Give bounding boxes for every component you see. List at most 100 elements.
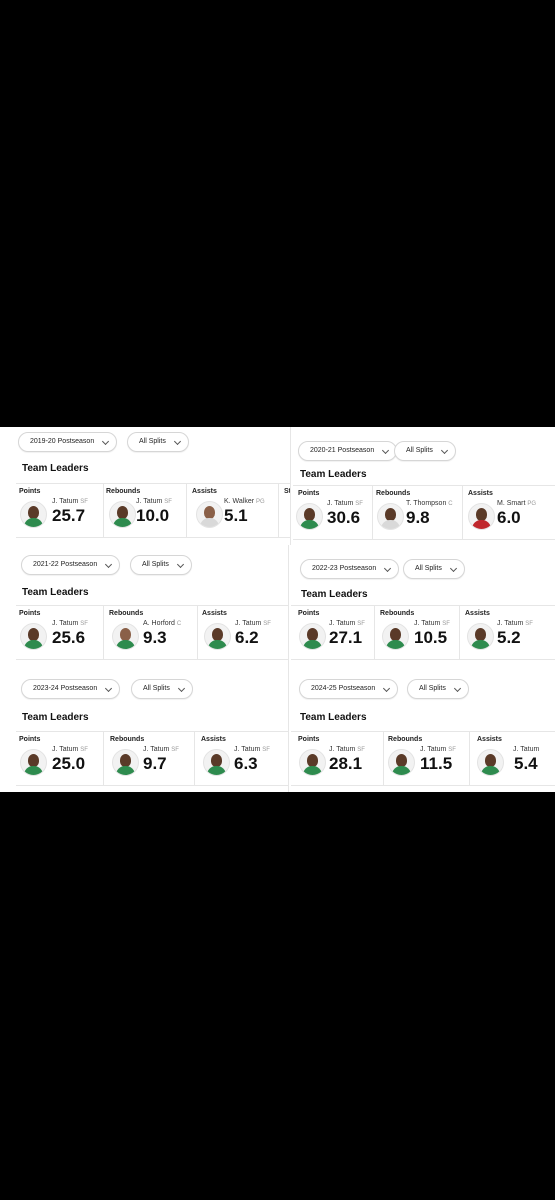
splits-label: All Splits — [415, 565, 442, 572]
player-name: J. Tatum SF — [329, 620, 365, 627]
category-label: Rebounds — [380, 610, 415, 617]
category-label: Rebounds — [109, 610, 144, 617]
category-label: Assists — [201, 736, 226, 743]
player-name: J. Tatum SF — [329, 746, 365, 753]
season-label: 2019-20 Postseason — [30, 438, 95, 445]
leader-rebounds[interactable]: Rebounds T. Thompson C 9.8 — [372, 486, 463, 539]
stat-value: 30.6 — [327, 508, 361, 527]
category-label: Rebounds — [110, 736, 145, 743]
leaders-row: Points J. Tatum SF 28.1 Rebounds J. Tatu… — [291, 731, 555, 786]
panel-2024-25: 2024-25 Postseason All Splits Team Leade… — [288, 665, 555, 792]
stat-value: 10.5 — [414, 628, 448, 647]
leader-assists[interactable]: Assists J. Tatum 5.4 — [469, 732, 555, 785]
leader-extra[interactable]: St — [278, 484, 290, 537]
season-dropdown[interactable]: 2021-22 Postseason — [21, 555, 121, 575]
player-name: J. Tatum SF — [420, 746, 456, 753]
chevron-down-icon — [176, 560, 184, 569]
player-name: M. Smart PG — [497, 500, 537, 507]
leader-points[interactable]: Points J. Tatum SF 28.1 — [291, 732, 384, 785]
section-title: Team Leaders — [22, 712, 89, 723]
player-avatar — [382, 623, 409, 650]
splits-label: All Splits — [139, 438, 166, 445]
splits-label: All Splits — [406, 447, 433, 454]
player-avatar — [388, 749, 415, 776]
splits-dropdown[interactable]: All Splits — [403, 559, 465, 579]
player-avatar — [477, 749, 504, 776]
stat-value: 25.7 — [52, 506, 86, 525]
stat-value: 5.2 — [497, 628, 521, 647]
season-dropdown[interactable]: 2024-25 Postseason — [299, 679, 399, 699]
panel-2019-20: 2019-20 Postseason All Splits Team Leade… — [0, 427, 290, 545]
player-avatar — [467, 623, 494, 650]
player-name: J. Tatum SF — [52, 620, 88, 627]
panel-2021-22: 2021-22 Postseason All Splits Team Leade… — [0, 545, 288, 665]
leader-assists[interactable]: Assists M. Smart PG 6.0 — [462, 486, 555, 539]
leader-assists[interactable]: Assists J. Tatum SF 5.2 — [459, 606, 555, 659]
section-title: Team Leaders — [301, 589, 368, 600]
player-avatar — [20, 749, 47, 776]
season-label: 2022-23 Postseason — [312, 565, 377, 572]
leader-points[interactable]: Points J. Tatum SF 27.1 — [291, 606, 375, 659]
section-title: Team Leaders — [300, 469, 367, 480]
stat-value: 6.2 — [235, 628, 259, 647]
splits-dropdown[interactable]: All Splits — [407, 679, 469, 699]
player-avatar — [112, 623, 139, 650]
leader-rebounds[interactable]: Rebounds J. Tatum SF 9.7 — [103, 732, 195, 785]
splits-dropdown[interactable]: All Splits — [127, 432, 189, 452]
chevron-down-icon — [105, 560, 113, 569]
player-avatar — [109, 501, 136, 528]
season-dropdown[interactable]: 2023-24 Postseason — [21, 679, 121, 699]
splits-dropdown[interactable]: All Splits — [130, 555, 192, 575]
panel-2023-24: 2023-24 Postseason All Splits Team Leade… — [0, 665, 288, 792]
leader-rebounds[interactable]: Rebounds J. Tatum SF 11.5 — [383, 732, 470, 785]
player-name: J. Tatum SF — [143, 746, 179, 753]
leader-assists[interactable]: Assists J. Tatum SF 6.3 — [194, 732, 288, 785]
player-name: J. Tatum SF — [497, 620, 533, 627]
leader-rebounds[interactable]: Rebounds J. Tatum SF 10.0 — [103, 484, 187, 537]
chevron-down-icon — [105, 684, 113, 693]
player-name: J. Tatum SF — [327, 500, 363, 507]
season-dropdown[interactable]: 2020-21 Postseason — [298, 441, 398, 461]
player-name: J. Tatum SF — [234, 746, 270, 753]
leader-assists[interactable]: Assists K. Walker PG 5.1 — [186, 484, 279, 537]
player-name: T. Thompson C — [406, 500, 453, 507]
leader-points[interactable]: Points J. Tatum SF 30.6 — [293, 486, 373, 539]
leader-rebounds[interactable]: Rebounds A. Horford C 9.3 — [103, 606, 198, 659]
leader-assists[interactable]: Assists J. Tatum SF 6.2 — [197, 606, 288, 659]
player-name: J. Tatum SF — [52, 498, 88, 505]
leader-points[interactable]: Points J. Tatum SF 25.0 — [16, 732, 104, 785]
leader-rebounds[interactable]: Rebounds J. Tatum SF 10.5 — [374, 606, 460, 659]
player-avatar — [20, 501, 47, 528]
section-title: Team Leaders — [22, 587, 89, 598]
panel-2022-23: 2022-23 Postseason All Splits Team Leade… — [288, 545, 555, 665]
splits-label: All Splits — [419, 685, 446, 692]
player-name: K. Walker PG — [224, 498, 265, 505]
panel-2020-21: 2020-21 Postseason All Splits Team Leade… — [290, 427, 555, 545]
stat-value: 25.0 — [52, 754, 86, 773]
chevron-down-icon — [384, 564, 392, 573]
player-avatar — [204, 623, 231, 650]
leaders-row: Points J. Tatum SF 25.0 Rebounds J. Tatu… — [16, 731, 288, 786]
leaders-row: Points J. Tatum SF 30.6 Rebounds T. Thom… — [293, 485, 555, 540]
splits-dropdown[interactable]: All Splits — [394, 441, 456, 461]
stat-value: 25.6 — [52, 628, 86, 647]
category-label: Assists — [192, 488, 217, 495]
stat-value: 6.3 — [234, 754, 258, 773]
category-label: Points — [298, 736, 320, 743]
player-name: J. Tatum SF — [136, 498, 172, 505]
leaders-row: Points J. Tatum SF 27.1 Rebounds J. Tatu… — [291, 605, 555, 660]
stat-value: 11.5 — [420, 754, 453, 773]
stat-value: 9.3 — [143, 628, 167, 647]
season-dropdown[interactable]: 2019-20 Postseason — [18, 432, 118, 452]
leader-points[interactable]: Points J. Tatum SF 25.7 — [16, 484, 104, 537]
splits-label: All Splits — [143, 685, 170, 692]
chevron-down-icon — [440, 446, 448, 455]
season-dropdown[interactable]: 2022-23 Postseason — [300, 559, 400, 579]
splits-dropdown[interactable]: All Splits — [131, 679, 193, 699]
category-label: Assists — [465, 610, 490, 617]
stat-value: 28.1 — [329, 754, 363, 773]
leader-points[interactable]: Points J. Tatum SF 25.6 — [16, 606, 104, 659]
category-label: Rebounds — [388, 736, 423, 743]
player-avatar — [112, 749, 139, 776]
season-label: 2023-24 Postseason — [33, 685, 98, 692]
